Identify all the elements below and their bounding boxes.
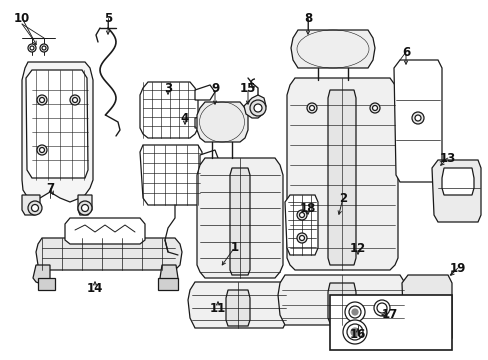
Circle shape (342, 320, 366, 344)
Polygon shape (65, 218, 145, 244)
Circle shape (42, 46, 46, 50)
Polygon shape (140, 145, 202, 205)
Polygon shape (200, 150, 218, 165)
Circle shape (372, 105, 377, 111)
Text: 12: 12 (349, 242, 366, 255)
Circle shape (70, 95, 80, 105)
Text: 2: 2 (338, 192, 346, 204)
Circle shape (37, 95, 47, 105)
Polygon shape (431, 160, 480, 222)
Polygon shape (197, 102, 247, 142)
Bar (329, 295, 451, 350)
Circle shape (309, 105, 314, 111)
Circle shape (350, 328, 358, 336)
Text: 16: 16 (349, 328, 366, 342)
Polygon shape (197, 158, 283, 278)
Polygon shape (401, 275, 451, 344)
Circle shape (72, 98, 77, 103)
Text: 19: 19 (449, 261, 465, 274)
Circle shape (351, 309, 357, 315)
Text: 3: 3 (163, 81, 172, 95)
Text: 14: 14 (87, 282, 103, 294)
Circle shape (31, 204, 39, 212)
Polygon shape (195, 115, 215, 128)
Text: 10: 10 (14, 12, 30, 24)
Circle shape (369, 103, 379, 113)
Text: 7: 7 (46, 181, 54, 194)
Circle shape (346, 324, 362, 340)
Polygon shape (78, 195, 92, 215)
Circle shape (411, 112, 423, 124)
Polygon shape (290, 30, 374, 68)
Text: 18: 18 (299, 202, 316, 215)
Circle shape (40, 98, 44, 103)
Circle shape (81, 204, 88, 212)
Circle shape (40, 44, 48, 52)
Text: 17: 17 (381, 309, 397, 321)
Circle shape (348, 306, 360, 318)
Text: 15: 15 (239, 81, 256, 95)
Circle shape (28, 44, 36, 52)
Circle shape (28, 201, 42, 215)
Polygon shape (244, 95, 265, 118)
Polygon shape (22, 62, 93, 202)
Text: 9: 9 (210, 81, 219, 95)
Polygon shape (229, 168, 249, 275)
Circle shape (37, 145, 47, 155)
Circle shape (296, 210, 306, 220)
Polygon shape (33, 265, 50, 285)
Text: 4: 4 (181, 112, 189, 125)
Circle shape (30, 46, 34, 50)
Text: 8: 8 (303, 12, 311, 24)
Polygon shape (225, 290, 249, 326)
Circle shape (373, 300, 389, 316)
Text: 13: 13 (439, 152, 455, 165)
Polygon shape (278, 275, 406, 325)
Polygon shape (187, 282, 289, 328)
Polygon shape (327, 90, 355, 265)
Circle shape (299, 235, 304, 240)
Circle shape (414, 115, 420, 121)
Polygon shape (200, 182, 218, 197)
Circle shape (299, 212, 304, 217)
Polygon shape (140, 82, 198, 138)
Polygon shape (195, 85, 215, 100)
Polygon shape (286, 78, 397, 270)
Text: 5: 5 (103, 12, 112, 24)
Polygon shape (441, 168, 473, 195)
Circle shape (40, 148, 44, 153)
Circle shape (296, 233, 306, 243)
Polygon shape (38, 278, 55, 290)
Polygon shape (22, 195, 40, 215)
Polygon shape (285, 195, 317, 255)
Polygon shape (158, 278, 178, 290)
Circle shape (78, 201, 92, 215)
Circle shape (306, 103, 316, 113)
Polygon shape (327, 283, 355, 323)
Polygon shape (36, 238, 182, 270)
Polygon shape (393, 60, 441, 182)
Text: 11: 11 (209, 302, 225, 315)
Text: 6: 6 (401, 45, 409, 59)
Circle shape (253, 104, 262, 112)
Circle shape (345, 302, 364, 322)
Text: 1: 1 (230, 240, 239, 253)
Circle shape (376, 303, 386, 313)
Circle shape (249, 100, 265, 116)
Polygon shape (26, 70, 88, 178)
Polygon shape (160, 265, 178, 285)
